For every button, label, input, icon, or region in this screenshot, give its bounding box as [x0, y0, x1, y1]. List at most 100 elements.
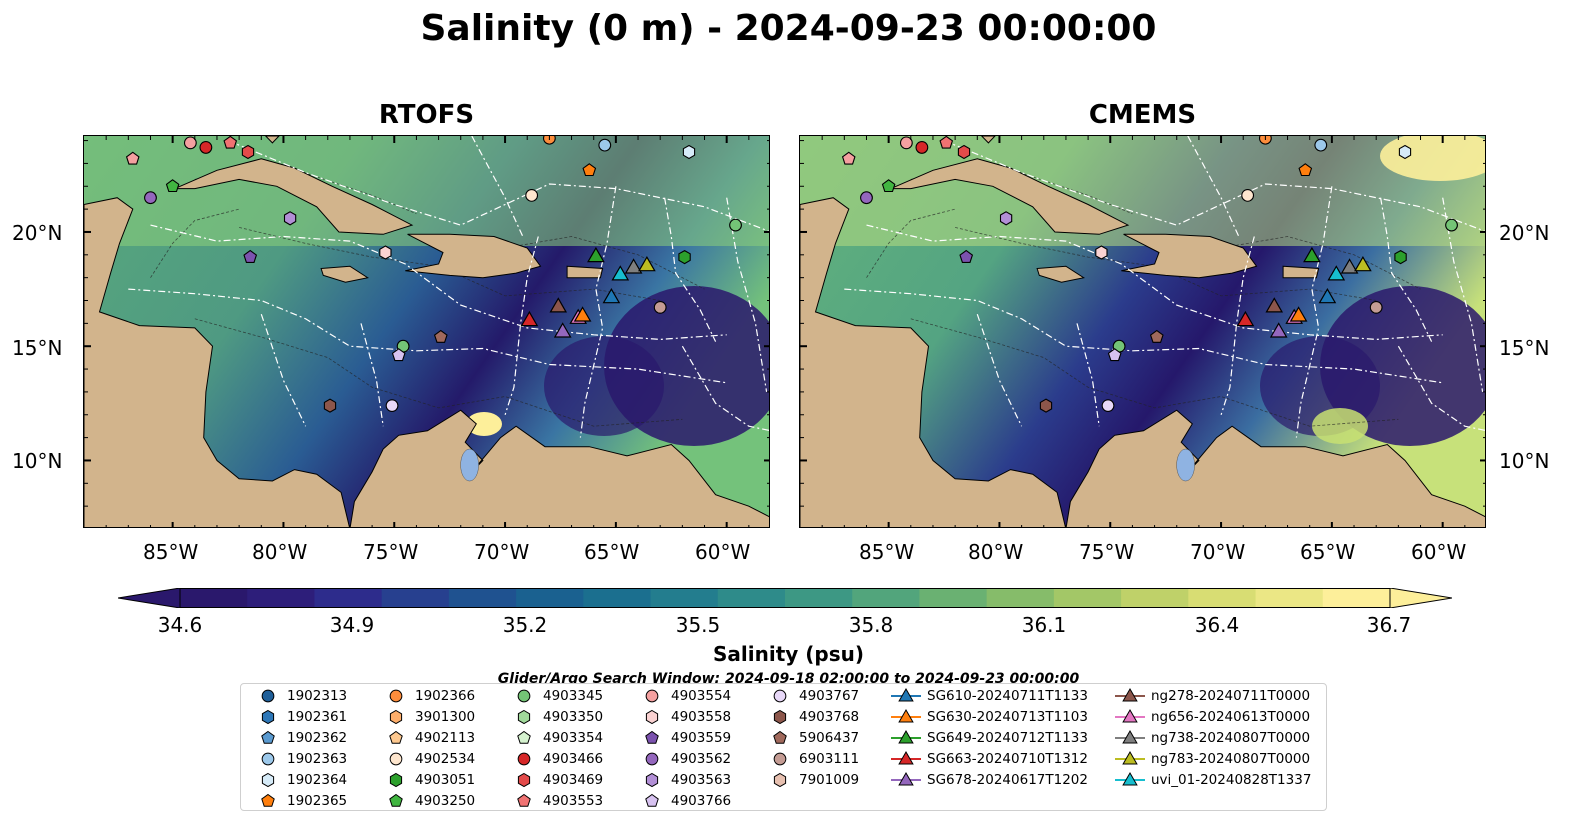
legend-label: 4903553 [543, 793, 604, 809]
legend-marker-icon [1115, 729, 1145, 744]
lon-tick-60w-right: 60°W [1411, 540, 1467, 564]
legend-label: 4903768 [799, 709, 860, 725]
argo-float-marker [542, 136, 556, 145]
colorbar-segment [1053, 588, 1122, 608]
caribbean-high-salinity-patch [1312, 408, 1368, 444]
lon-tick-60w-left: 60°W [695, 540, 751, 564]
colorbar-tick-35-5: 35.5 [675, 613, 721, 637]
legend-marker [261, 793, 275, 807]
colorbar-tick-36-7: 36.7 [1366, 613, 1412, 637]
legend-marker-icon [261, 730, 275, 744]
legend-marker [517, 709, 531, 725]
legend-label: 1902365 [287, 793, 348, 809]
glider-marker [1303, 246, 1321, 263]
argo-float-marker [915, 141, 929, 154]
glider-marker [1236, 310, 1255, 327]
colorbar-segment [919, 588, 988, 608]
argo-float-marker [1101, 399, 1115, 413]
glider-marker [573, 306, 592, 322]
eez-boundary-line [1380, 197, 1433, 342]
lon-tick-75w-right: 75°W [1079, 540, 1135, 564]
legend-label: ng783-20240807T0000 [1151, 751, 1311, 767]
eez-boundary-line [943, 140, 1485, 232]
colorbar-tick-34-6: 34.6 [157, 613, 203, 637]
lat-tick-20n-left: 20°N [12, 221, 63, 245]
argo-float-marker [860, 191, 873, 205]
bathymetry-contour [194, 318, 683, 427]
legend-marker [261, 730, 275, 744]
argo-float-marker [841, 151, 856, 165]
argo-float-marker [433, 329, 448, 343]
argo-float-marker [1258, 136, 1272, 145]
argo-float-marker [881, 179, 896, 193]
legend-label: 4903354 [543, 730, 604, 746]
colorbar-segment [852, 588, 920, 608]
legend-marker-icon [261, 772, 275, 788]
cmems-salinity-map [799, 135, 1486, 528]
legend-label: 1902362 [287, 730, 348, 746]
land-polygon [1121, 233, 1258, 279]
argo-float-marker [1394, 249, 1407, 265]
legend-marker [773, 730, 787, 744]
legend-marker-icon [517, 752, 531, 766]
bathymetry-contour [910, 318, 1399, 427]
argo-float-marker [1107, 348, 1122, 362]
legend-marker-icon [1115, 771, 1145, 786]
legend-marker [898, 750, 914, 765]
legend-marker-icon [261, 752, 275, 766]
glider-marker [1318, 288, 1337, 304]
colorbar-segment [986, 588, 1055, 608]
legend-marker [773, 752, 787, 766]
legend-marker-icon [389, 730, 403, 744]
argo-float-marker [582, 163, 597, 177]
legend-marker [389, 772, 403, 788]
argo-float-marker [653, 300, 667, 314]
legend-label: 4903554 [671, 688, 732, 704]
lat-tick-10n-right: 10°N [1499, 449, 1550, 473]
land-polygon [405, 233, 542, 279]
panel-title-rtofs: RTOFS [378, 100, 475, 130]
legend-marker [898, 708, 914, 723]
land-polygon [981, 136, 996, 144]
legend-marker [389, 689, 403, 703]
legend-label: 4903766 [671, 793, 732, 809]
northern-high-salinity [84, 136, 769, 246]
legend-label: 7901009 [799, 772, 860, 788]
glider-marker [1354, 256, 1372, 272]
legend-label: 4903563 [671, 772, 732, 788]
colorbar-segment [314, 588, 383, 608]
lon-tick-65w-right: 65°W [1300, 540, 1356, 564]
legend-marker [645, 730, 659, 744]
land-polygon [566, 265, 604, 279]
salinity-colorbar [118, 588, 1452, 608]
legend-marker-icon [517, 730, 531, 744]
argo-float-marker [283, 211, 297, 226]
legend-marker-icon [773, 709, 787, 725]
argo-float-marker [729, 218, 742, 232]
legend-label: 4903250 [415, 793, 476, 809]
legend-marker-icon [891, 771, 921, 786]
land-polygon [174, 158, 414, 235]
legend-marker [261, 689, 275, 703]
glider-marker [587, 246, 605, 263]
legend-marker-icon [773, 772, 787, 788]
legend-label: uvi_01-20240828T1337 [1151, 772, 1312, 788]
legend-marker-icon [891, 729, 921, 744]
legend-marker [517, 752, 531, 766]
colorbar-tick-34-9: 34.9 [329, 613, 375, 637]
legend-marker-icon [773, 689, 787, 703]
glider-marker [553, 322, 572, 338]
legend-label: SG610-20240711T1133 [927, 688, 1088, 704]
bathymetry-contour [460, 236, 705, 290]
legend-marker-icon [645, 709, 659, 725]
argo-float-marker [223, 136, 238, 149]
argo-float-marker [682, 144, 696, 160]
glider-marker [1269, 322, 1288, 338]
glider-marker [1265, 297, 1284, 313]
argo-float-marker [165, 179, 180, 193]
legend-marker [645, 772, 659, 788]
panel-title-cmems: CMEMS [1088, 100, 1197, 130]
legend-label: 4903559 [671, 730, 732, 746]
colorbar-tick-35-8: 35.8 [848, 613, 894, 637]
legend-marker-icon [389, 793, 403, 807]
